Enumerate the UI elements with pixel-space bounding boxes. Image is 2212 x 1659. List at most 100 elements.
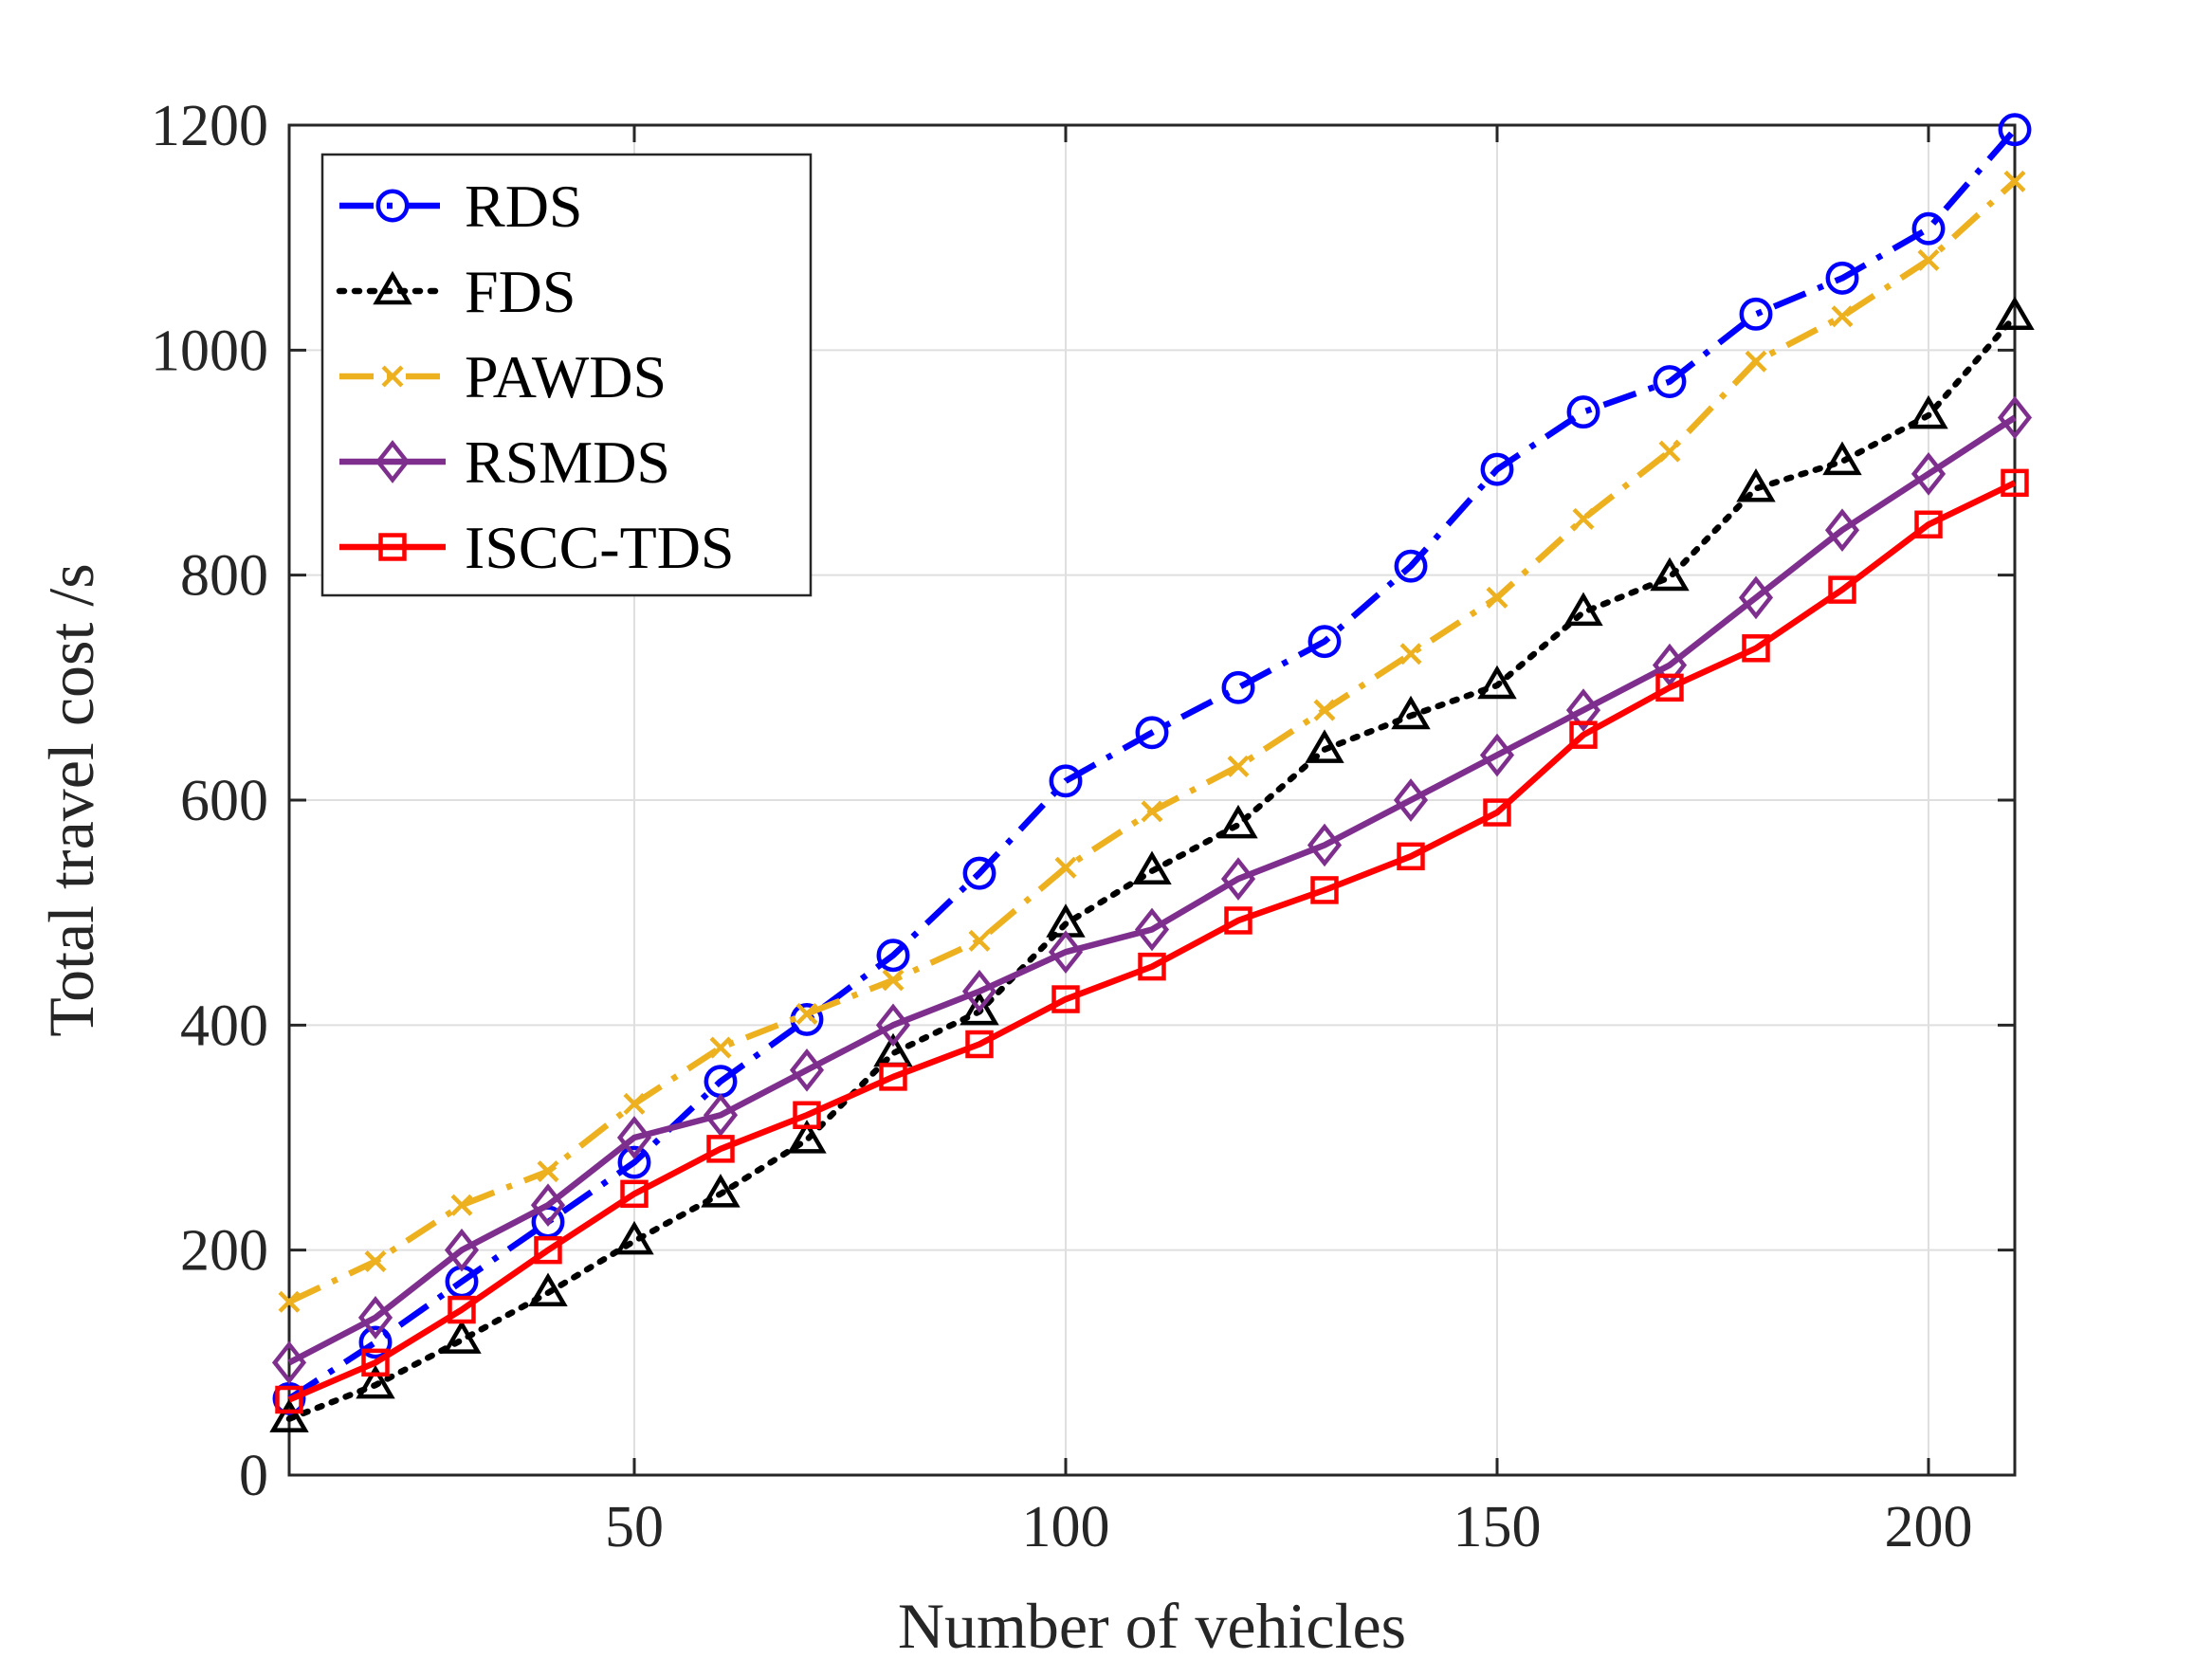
marker-diamond: [1307, 823, 1343, 867]
marker-x: [795, 1002, 818, 1025]
legend-label: ISCC-TDS: [465, 514, 735, 581]
marker-triangle: [1909, 394, 1948, 429]
marker-square: [965, 1030, 994, 1059]
marker-square: [706, 1135, 735, 1163]
marker-x-stroke: [1658, 440, 1681, 463]
marker-diamond: [1048, 930, 1084, 975]
marker-square: [1397, 842, 1425, 871]
marker-triangle: [1650, 556, 1690, 592]
marker-square: [1483, 798, 1511, 827]
marker-x: [882, 969, 905, 992]
marker-diamond: [616, 1116, 652, 1159]
marker-x-stroke: [1486, 586, 1508, 609]
x-tick-label: 150: [1453, 1495, 1542, 1559]
legend-item: FDS: [336, 258, 576, 325]
marker-x-stroke: [1313, 699, 1336, 721]
x-tick-label: 100: [1022, 1495, 1110, 1559]
marker-diamond: [961, 969, 997, 1013]
marker-x-stroke: [1141, 800, 1163, 823]
marker-diamond: [1393, 778, 1429, 822]
marker-circle: [962, 856, 996, 890]
marker-triangle: [528, 1272, 568, 1307]
marker-circle: [1307, 625, 1342, 659]
marker-square: [1310, 876, 1339, 904]
marker-x: [968, 929, 991, 952]
x-axis-title: Number of vehicles: [898, 1590, 1406, 1659]
marker-triangle: [1132, 850, 1172, 885]
series-line: [285, 313, 2019, 1422]
marker-triangle: [442, 1320, 482, 1354]
marker-triangle: [1391, 695, 1431, 730]
marker-x-stroke: [1831, 305, 1854, 328]
marker-x: [1745, 350, 1767, 373]
y-axis-title: Total travel cost /s: [35, 563, 107, 1036]
marker-square: [534, 1235, 562, 1265]
marker-x-stroke: [537, 1160, 559, 1183]
x-tick-label: 50: [605, 1495, 664, 1559]
legend-item: PAWDS: [339, 343, 667, 410]
marker-square: [378, 533, 407, 561]
legend-label: RDS: [465, 173, 583, 240]
legend-label: FDS: [465, 258, 576, 325]
marker-x: [1141, 800, 1163, 823]
marker-x-stroke: [450, 1194, 473, 1216]
y-tick-label: 400: [180, 994, 268, 1058]
legend-item: ISCC-TDS: [339, 514, 735, 581]
series-rds: [272, 113, 2032, 1415]
marker-circle: [375, 189, 410, 223]
marker-triangle: [1563, 592, 1603, 627]
series-group: [269, 113, 2035, 1432]
marker-circle: [1566, 395, 1600, 429]
marker-square: [1138, 952, 1166, 981]
marker-triangle: [1305, 729, 1344, 763]
marker-circle: [1998, 113, 2032, 147]
series-line: [287, 414, 2017, 1366]
y-tick-label: 600: [180, 769, 268, 833]
marker-diamond: [1738, 575, 1774, 620]
marker-square: [620, 1179, 649, 1209]
marker-triangle: [1736, 468, 1776, 502]
marker-triangle: [1477, 665, 1517, 700]
marker-circle: [1135, 716, 1169, 750]
marker-circle: [1911, 211, 1946, 246]
marker-x: [1313, 699, 1336, 721]
marker-x: [1486, 586, 1508, 609]
marker-x: [1658, 440, 1681, 463]
marker-x-stroke: [968, 929, 991, 952]
marker-triangle: [1218, 804, 1258, 839]
marker-triangle: [269, 1398, 309, 1432]
marker-square: [1655, 673, 1684, 702]
marker-square: [879, 1063, 907, 1091]
marker-square: [275, 1385, 303, 1414]
marker-x: [2003, 170, 2026, 192]
marker-diamond: [1824, 508, 1860, 553]
marker-diamond: [875, 1003, 911, 1048]
marker-x: [537, 1160, 559, 1183]
marker-square: [448, 1295, 476, 1324]
marker-x: [1831, 305, 1854, 328]
marker-x: [1054, 856, 1077, 879]
marker-diamond: [1910, 452, 1947, 496]
marker-square: [1569, 720, 1598, 749]
marker-x-stroke: [1227, 755, 1250, 777]
marker-x-stroke: [709, 1036, 732, 1059]
marker-square: [2001, 468, 2029, 498]
marker-square: [1051, 985, 1080, 1013]
marker-x-stroke: [2003, 170, 2026, 192]
series-line: [287, 127, 2018, 1402]
marker-x-stroke: [1745, 350, 1767, 373]
marker-circle: [358, 1325, 393, 1359]
legend: RDS FDS PAWDS RSMDS ISCC-TDS: [320, 153, 813, 597]
marker-triangle: [787, 1120, 827, 1154]
series-rsmds: [271, 395, 2033, 1385]
marker-x-stroke: [1572, 507, 1595, 530]
marker-x-stroke: [1054, 856, 1077, 879]
marker-x: [1399, 643, 1422, 665]
marker-x: [364, 1250, 387, 1273]
marker-x-stroke: [882, 969, 905, 992]
legend-label: RSMDS: [465, 428, 670, 496]
legend-label: PAWDS: [465, 343, 667, 410]
series-line: [287, 480, 2017, 1403]
marker-triangle: [1822, 441, 1862, 476]
marker-diamond: [1479, 733, 1515, 777]
